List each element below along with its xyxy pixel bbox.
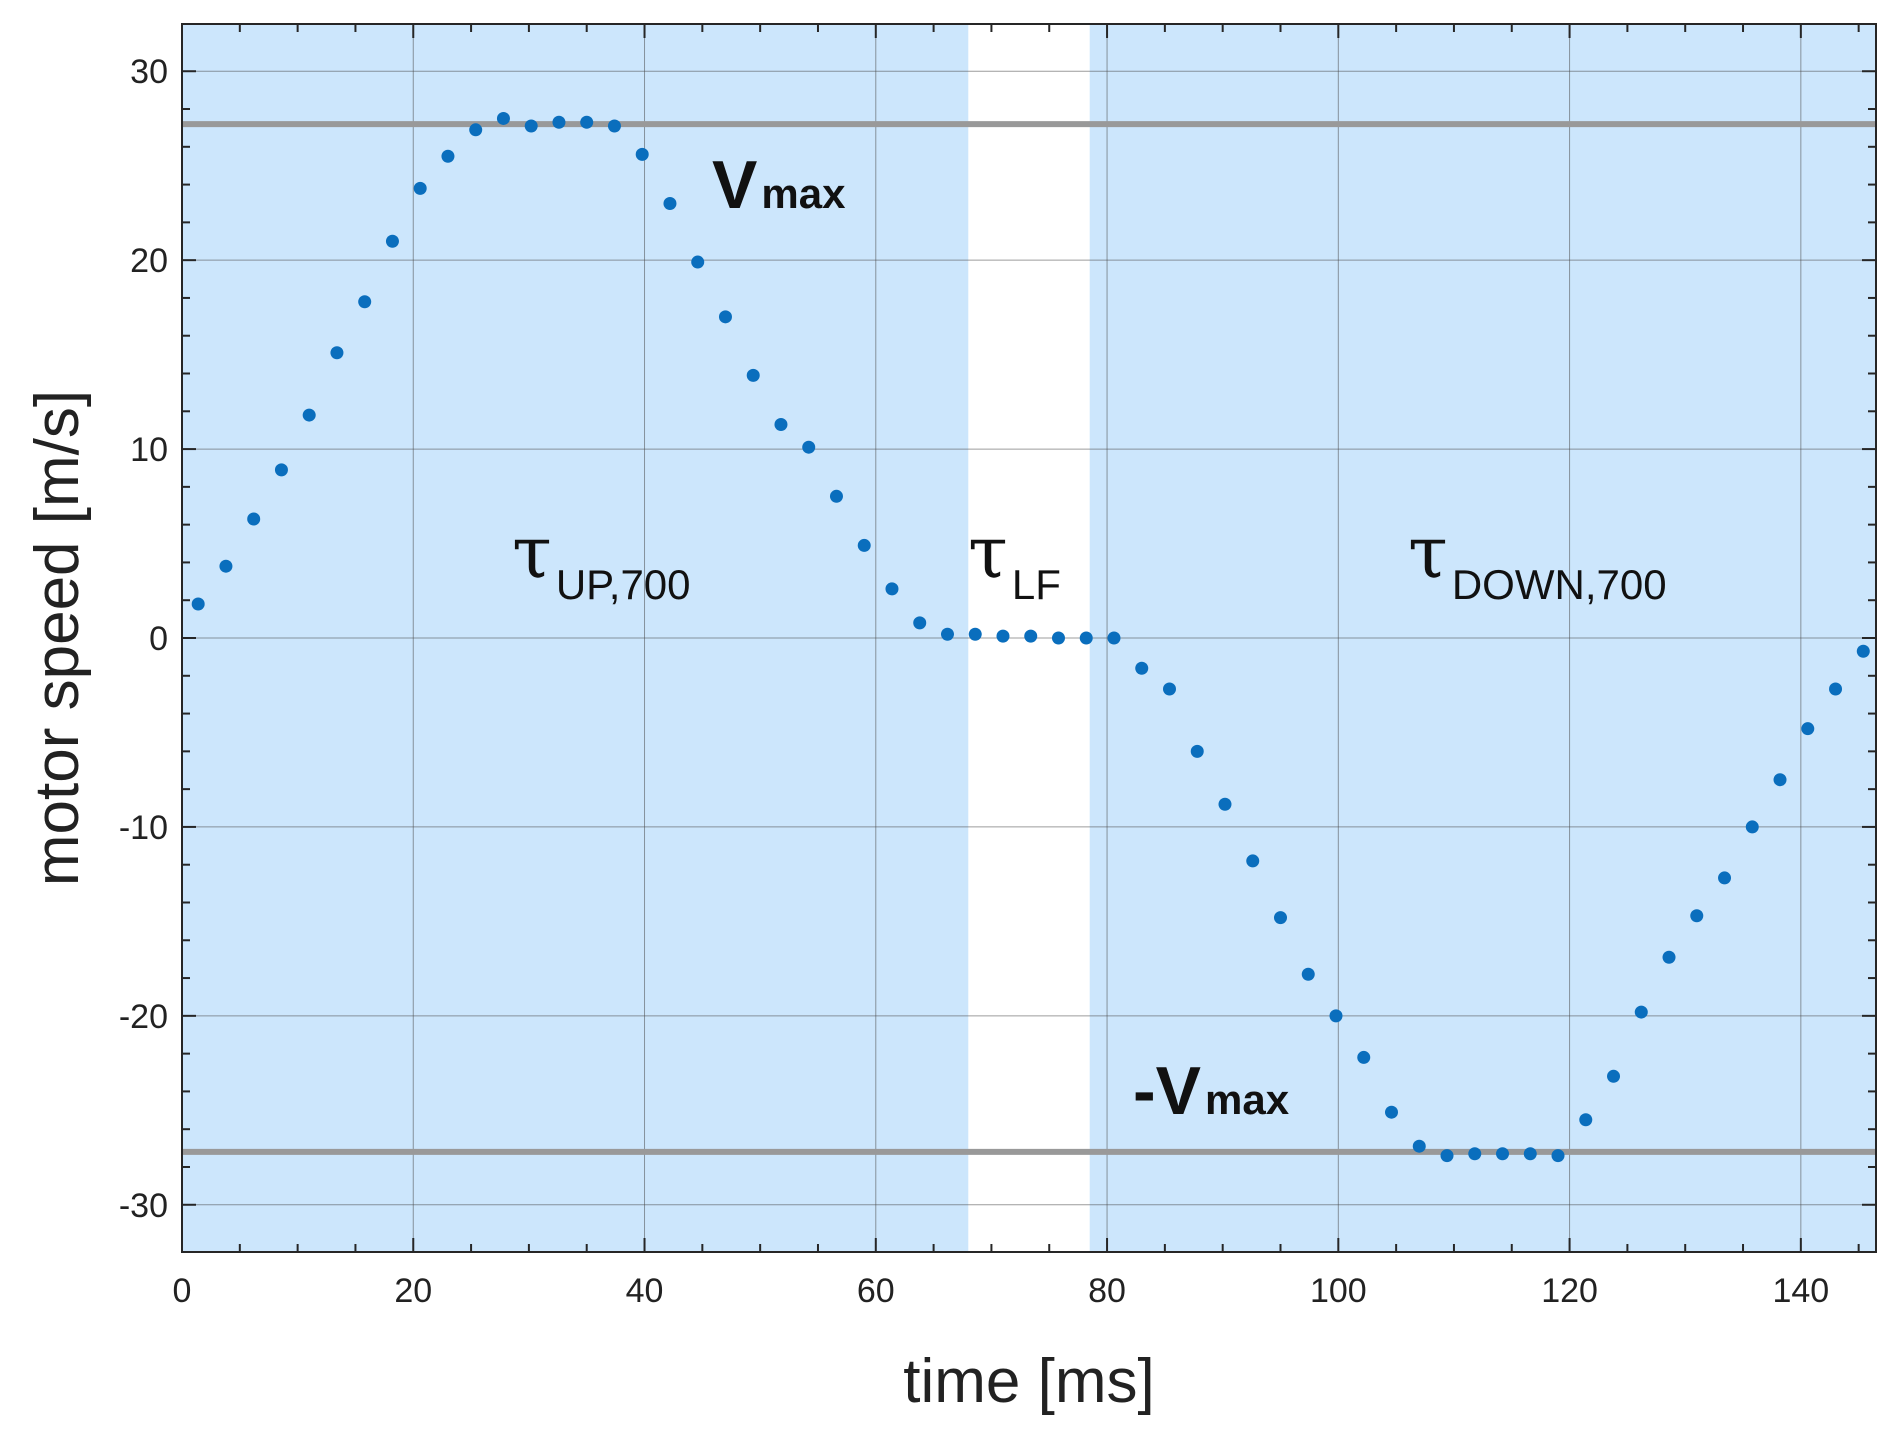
- data-point: [968, 627, 982, 641]
- data-point: [247, 512, 261, 526]
- data-point: [718, 310, 732, 324]
- data-point: [1801, 722, 1815, 736]
- y-tick-label: 0: [149, 620, 168, 658]
- data-point: [469, 123, 483, 137]
- data-point: [524, 119, 538, 133]
- data-point: [940, 627, 954, 641]
- data-point: [1496, 1147, 1510, 1161]
- data-point: [1329, 1009, 1343, 1023]
- tau-up-label: τUP,700: [512, 510, 691, 608]
- data-point: [913, 616, 927, 630]
- data-point: [746, 368, 760, 382]
- data-point: [496, 111, 510, 125]
- data-point: [1051, 631, 1065, 645]
- data-point: [1357, 1050, 1371, 1064]
- data-point: [580, 115, 594, 129]
- y-tick-label: 10: [130, 431, 168, 469]
- data-point: [663, 196, 677, 210]
- data-point: [1079, 631, 1093, 645]
- data-points: [191, 111, 1870, 1163]
- data-point: [330, 346, 344, 360]
- data-point: [219, 559, 233, 573]
- data-point: [1301, 967, 1315, 981]
- neg-vmax-label: -Vmax: [1133, 1053, 1290, 1129]
- y-axis-title: motor speed [m/s]: [23, 390, 92, 886]
- data-point: [1246, 854, 1260, 868]
- y-tick-label: -30: [119, 1187, 168, 1225]
- x-tick-label: 60: [857, 1272, 895, 1310]
- y-tick-labels: 30 20 10 0 -10 -20 -30: [119, 53, 168, 1225]
- tick-marks: [181, 24, 1876, 1252]
- data-point: [1135, 661, 1149, 675]
- data-point: [1773, 773, 1787, 787]
- tau-lf-label: τLF: [968, 510, 1061, 608]
- data-point: [1662, 950, 1676, 964]
- data-point: [829, 489, 843, 503]
- data-point: [302, 408, 316, 422]
- data-point: [996, 629, 1010, 643]
- y-tick-label: 20: [130, 242, 168, 280]
- data-point: [1551, 1149, 1565, 1163]
- data-point: [1024, 629, 1038, 643]
- data-point: [274, 463, 288, 477]
- data-point: [1856, 644, 1870, 658]
- x-tick-label: 20: [394, 1272, 432, 1310]
- data-point: [441, 149, 455, 163]
- x-tick-label: 40: [626, 1272, 664, 1310]
- data-point: [1162, 682, 1176, 696]
- data-point: [774, 418, 788, 432]
- data-point: [691, 255, 705, 269]
- x-tick-label: 80: [1088, 1272, 1126, 1310]
- x-tick-label: 100: [1310, 1272, 1367, 1310]
- data-point: [1829, 682, 1843, 696]
- data-point: [1634, 1005, 1648, 1019]
- data-point: [385, 234, 399, 248]
- tau-down-label: τDOWN,700: [1408, 510, 1667, 608]
- x-tick-labels: 0 20 40 60 80 100 120 140: [173, 1272, 1830, 1310]
- vmax-label: Vmax: [712, 147, 846, 223]
- data-point: [857, 538, 871, 552]
- data-point: [552, 115, 566, 129]
- data-point: [1745, 820, 1759, 834]
- data-point: [1718, 871, 1732, 885]
- x-tick-label: 0: [173, 1272, 192, 1310]
- y-tick-label: -10: [119, 809, 168, 847]
- data-point: [1218, 797, 1232, 811]
- data-point: [1190, 744, 1204, 758]
- data-point: [1440, 1149, 1454, 1163]
- y-tick-label: -20: [119, 998, 168, 1036]
- data-point: [358, 295, 372, 309]
- data-point: [1273, 911, 1287, 925]
- reference-lines: [182, 121, 1876, 1155]
- data-point: [802, 440, 816, 454]
- data-point: [1523, 1147, 1537, 1161]
- x-tick-label: 140: [1772, 1272, 1829, 1310]
- data-point: [1607, 1069, 1621, 1083]
- data-point: [1412, 1139, 1426, 1153]
- y-tick-label: 30: [130, 53, 168, 91]
- data-point: [1385, 1105, 1399, 1119]
- data-point: [607, 119, 621, 133]
- x-axis-title: time [ms]: [903, 1347, 1154, 1416]
- data-point: [1579, 1113, 1593, 1127]
- data-point: [1107, 631, 1121, 645]
- data-point: [1468, 1147, 1482, 1161]
- data-point: [413, 181, 427, 195]
- data-point: [191, 597, 205, 611]
- data-point: [635, 147, 649, 161]
- grid-lines: [182, 24, 1876, 1252]
- annotations: Vmax -Vmax τUP,700 τLF τDOWN,700: [512, 147, 1667, 1129]
- x-tick-label: 120: [1541, 1272, 1598, 1310]
- data-point: [885, 582, 899, 596]
- data-point: [1690, 909, 1704, 923]
